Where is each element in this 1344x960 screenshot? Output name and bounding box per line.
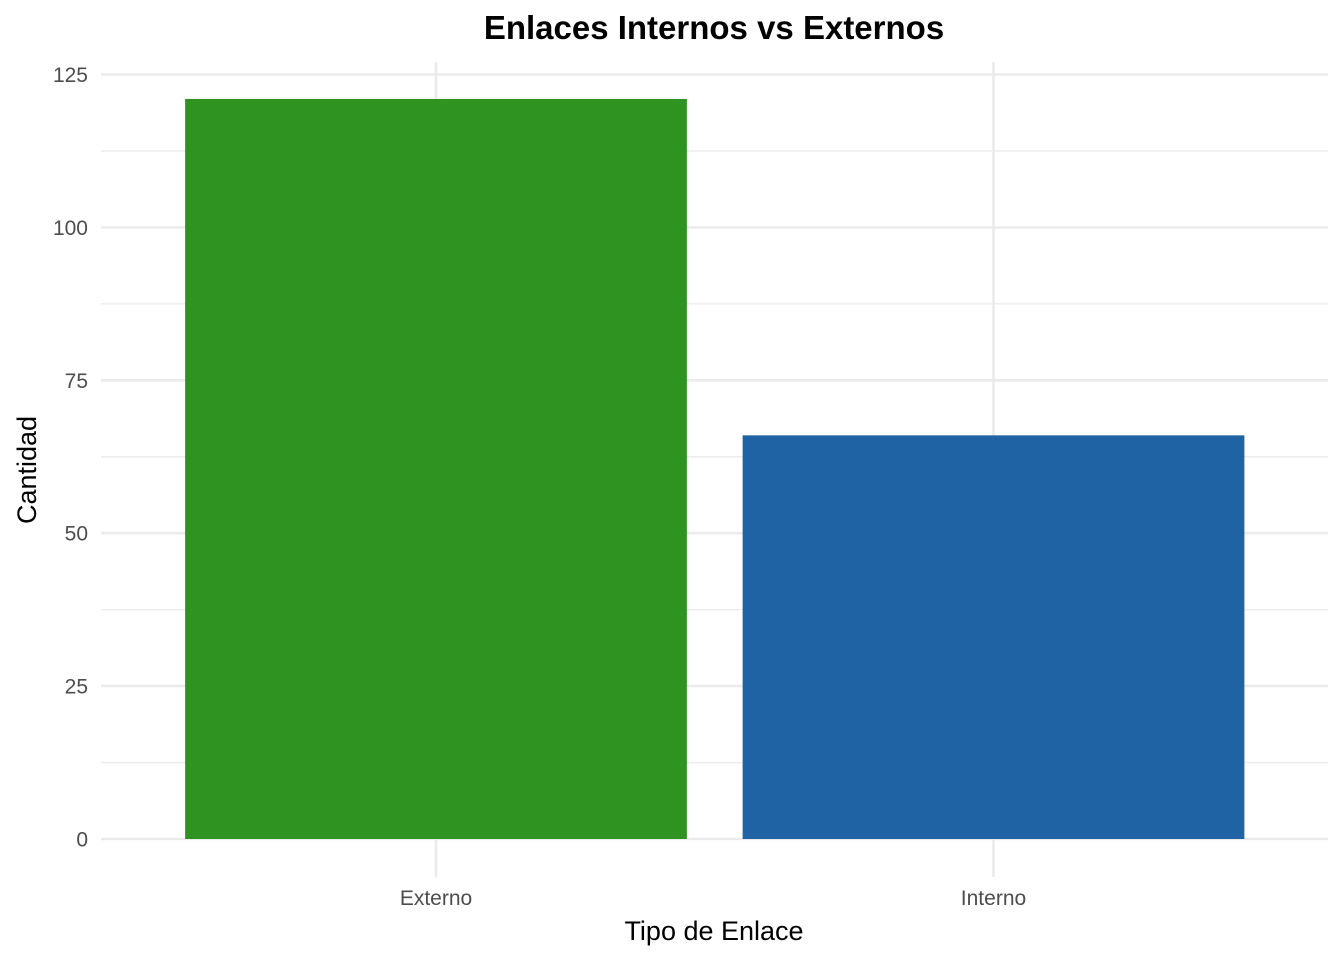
y-tick-label: 50	[65, 523, 88, 546]
chart-title: Enlaces Internos vs Externos	[484, 9, 944, 46]
x-axis-tick-labels: Externo Interno	[400, 887, 1026, 910]
y-tick-label: 100	[53, 217, 88, 240]
y-tick-label: 25	[65, 676, 88, 699]
bars	[185, 98, 1245, 840]
y-axis-title: Cantidad	[12, 416, 42, 524]
y-axis-tick-labels: 0 25 50 75 100 125	[53, 64, 88, 852]
y-tick-label: 0	[76, 829, 88, 852]
x-tick-label: Interno	[961, 887, 1026, 910]
x-tick-label: Externo	[400, 887, 472, 910]
y-tick-label: 75	[65, 370, 88, 393]
x-axis-title: Tipo de Enlace	[624, 916, 803, 946]
bar-externo	[185, 98, 687, 840]
y-tick-label: 125	[53, 64, 88, 87]
bar-interno	[742, 435, 1245, 839]
